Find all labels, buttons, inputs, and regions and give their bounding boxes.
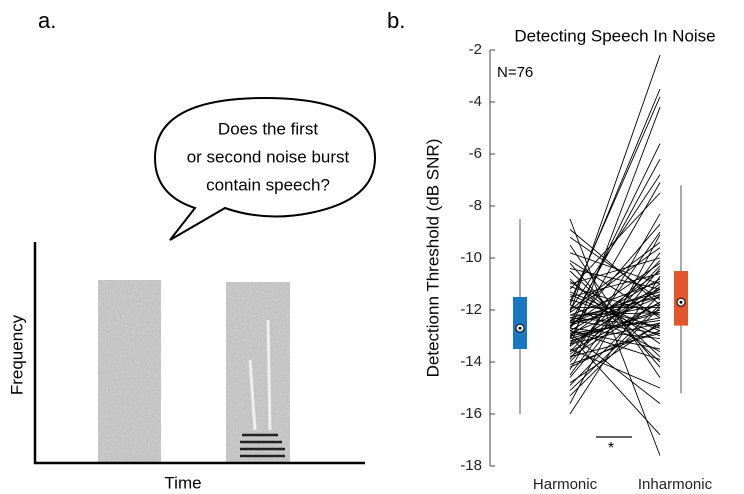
noise-texture xyxy=(226,282,290,463)
subject-line xyxy=(569,330,661,360)
subject-line xyxy=(569,247,661,313)
y-tick-label: -12 xyxy=(460,301,482,318)
x-tick-label: Inharmonic xyxy=(638,476,713,493)
subject-line xyxy=(569,223,661,329)
y-tick-label: -4 xyxy=(469,93,482,110)
bubble-text: Does the first xyxy=(218,119,318,138)
y-tick-label: -18 xyxy=(460,457,482,474)
annotation: N=76 xyxy=(497,64,533,81)
y-label: Detectionn Threshold (dB SNR) xyxy=(423,139,442,378)
subject-line xyxy=(569,335,661,436)
subject-line xyxy=(569,301,661,352)
subject-line xyxy=(569,333,661,404)
x-tick-label: Harmonic xyxy=(533,476,598,493)
subject-line xyxy=(569,158,661,324)
y-tick-label: -2 xyxy=(469,41,482,58)
subject-line xyxy=(569,257,661,285)
axes xyxy=(33,242,365,465)
subject-line xyxy=(569,218,661,456)
box xyxy=(513,297,527,349)
subject-line xyxy=(569,96,661,303)
subject-line xyxy=(569,236,661,300)
subject-line xyxy=(569,312,661,316)
significance: * xyxy=(608,440,614,457)
subject-line xyxy=(569,143,661,329)
subject-line xyxy=(569,322,661,345)
panel-b: b. Detecting Speech In Noise Detectionn … xyxy=(387,8,716,493)
y-tick-label: -16 xyxy=(460,405,482,422)
speech-bubble xyxy=(153,96,377,241)
subject-line xyxy=(569,281,661,345)
median-dot xyxy=(518,326,522,330)
subject-line xyxy=(569,229,661,306)
subject-line xyxy=(569,260,661,319)
speech-harmonics xyxy=(240,433,285,458)
speech-streak xyxy=(248,319,272,431)
panel-label: a. xyxy=(38,8,56,33)
subject-line xyxy=(569,174,661,311)
y-tick-label: -10 xyxy=(460,249,482,266)
noise-texture xyxy=(98,280,161,463)
subject-line xyxy=(569,268,661,378)
y-label: Frequency xyxy=(7,314,26,395)
subject-line xyxy=(569,267,661,290)
panel-label: b. xyxy=(387,8,405,33)
x-label: Time xyxy=(164,473,201,492)
y-tick-label: -8 xyxy=(469,197,482,214)
subject-line xyxy=(569,307,661,397)
median-dot xyxy=(679,300,683,304)
subject-line xyxy=(569,273,661,298)
bubble-text: or second noise burst xyxy=(187,147,350,166)
chart-title: Detecting Speech In Noise xyxy=(514,26,715,45)
subject-line xyxy=(569,107,661,347)
subject-line xyxy=(569,301,661,358)
subject-line xyxy=(569,325,661,368)
subject-line xyxy=(569,304,661,352)
subject-line xyxy=(569,278,661,332)
y-tick-label: -6 xyxy=(469,145,482,162)
y-tick-label: -14 xyxy=(460,353,482,370)
subject-line xyxy=(569,270,661,337)
bubble-text: contain speech? xyxy=(206,175,330,194)
panel-a: a. Does the first or second noise burst … xyxy=(7,8,377,492)
subject-line xyxy=(569,294,661,386)
